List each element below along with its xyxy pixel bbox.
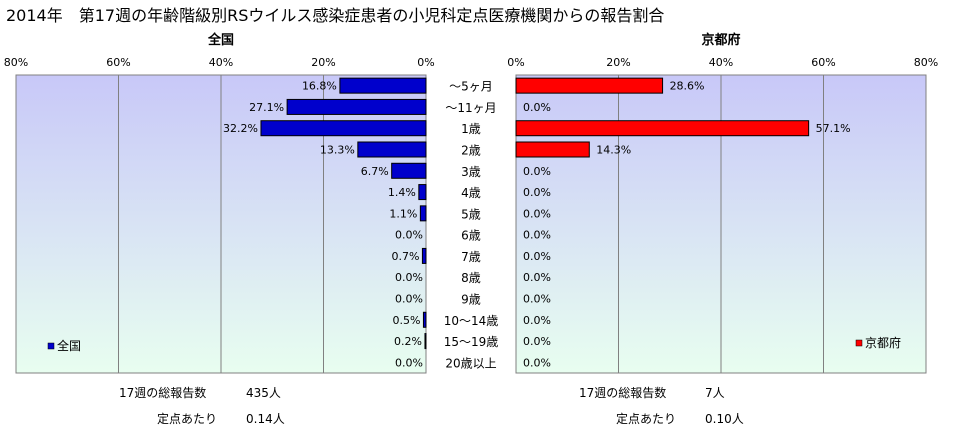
kyoto-bar <box>515 120 810 137</box>
national-data-label: 0.0% <box>395 229 423 242</box>
national-bar <box>260 120 427 137</box>
kyoto-data-label: 0.0% <box>523 271 551 284</box>
kyoto-data-label: 0.0% <box>523 101 551 114</box>
kyoto-data-label: 0.0% <box>523 250 551 263</box>
category-label: 9歳 <box>461 293 481 307</box>
kyoto-data-label: 0.0% <box>523 186 551 199</box>
kyoto-legend-label: 京都府 <box>865 335 901 350</box>
kyoto-data-label: 0.0% <box>523 207 551 220</box>
category-label: 15～19歳 <box>444 335 499 349</box>
national-bar <box>286 98 427 115</box>
kyoto-bar <box>515 141 590 158</box>
national-per-site-label: 定点あたり <box>157 412 218 426</box>
category-label: 6歳 <box>461 229 481 243</box>
kyoto-per-site-value: 0.10人 <box>705 412 744 426</box>
national-data-label: 1.4% <box>388 186 416 199</box>
national-bar <box>421 247 427 264</box>
national-data-label: 0.0% <box>395 293 423 306</box>
category-label: 2歳 <box>461 144 481 158</box>
national-per-site-value: 0.14人 <box>246 412 285 426</box>
national-data-label: 27.1% <box>249 101 284 114</box>
national-bar <box>424 333 427 350</box>
national-tick-label: 20% <box>311 56 335 69</box>
national-legend-label: 全国 <box>57 338 81 353</box>
national-data-label: 6.7% <box>361 165 389 178</box>
national-tick-label: 60% <box>106 56 130 69</box>
national-reports-value: 435人 <box>246 386 281 400</box>
kyoto-data-label: 0.0% <box>523 229 551 242</box>
kyoto-data-label: 14.3% <box>596 144 631 157</box>
category-label: 3歳 <box>461 165 481 179</box>
national-data-label: 0.0% <box>395 356 423 369</box>
kyoto-bar <box>515 77 664 94</box>
national-legend-swatch <box>47 342 55 350</box>
national-tick-label: 80% <box>4 56 28 69</box>
national-data-label: 0.5% <box>392 314 420 327</box>
category-label: 20歳以上 <box>445 356 496 370</box>
national-data-label: 13.3% <box>320 144 355 157</box>
kyoto-data-label: 0.0% <box>523 356 551 369</box>
national-bar <box>419 205 427 222</box>
national-data-label: 0.2% <box>394 335 422 348</box>
national-bar <box>357 141 427 158</box>
national-data-label: 0.0% <box>395 271 423 284</box>
kyoto-per-site-label: 定点あたり <box>616 412 677 426</box>
kyoto-data-label: 57.1% <box>816 122 851 135</box>
category-label: ～11ヶ月 <box>445 101 496 115</box>
kyoto-data-label: 0.0% <box>523 314 551 327</box>
national-tick-label: 40% <box>209 56 233 69</box>
category-label: 4歳 <box>461 186 481 200</box>
category-label: 7歳 <box>461 250 481 264</box>
kyoto-data-label: 28.6% <box>670 80 705 93</box>
category-label: 10～14歳 <box>444 314 499 328</box>
kyoto-tick-label: 0% <box>507 56 524 69</box>
kyoto-tick-label: 40% <box>709 56 733 69</box>
national-data-label: 32.2% <box>223 122 258 135</box>
national-reports-label: 17週の総報告数 <box>119 386 207 400</box>
national-bar <box>391 162 427 179</box>
national-bar <box>418 184 427 201</box>
kyoto-tick-label: 20% <box>606 56 630 69</box>
category-label: ～5ヶ月 <box>449 80 493 94</box>
category-label: 8歳 <box>461 271 481 285</box>
kyoto-data-label: 0.0% <box>523 335 551 348</box>
page-title: 2014年 第17週の年齢階級別RSウイルス感染症患者の小児科定点医療機関からの… <box>6 6 665 25</box>
category-label: 5歳 <box>461 207 481 221</box>
national-data-label: 1.1% <box>389 207 417 220</box>
kyoto-tick-label: 60% <box>811 56 835 69</box>
kyoto-reports-value: 7人 <box>705 386 725 400</box>
category-label: 1歳 <box>461 122 481 136</box>
national-bar <box>339 77 427 94</box>
national-data-label: 16.8% <box>302 80 337 93</box>
kyoto-data-label: 0.0% <box>523 293 551 306</box>
national-tick-label: 0% <box>417 56 434 69</box>
kyoto-tick-label: 80% <box>914 56 938 69</box>
national-panel-title: 全国 <box>207 32 234 48</box>
national-data-label: 0.7% <box>391 250 419 263</box>
kyoto-legend-swatch <box>855 339 863 347</box>
national-bar <box>422 311 427 328</box>
kyoto-data-label: 0.0% <box>523 165 551 178</box>
kyoto-panel-title: 京都府 <box>701 32 740 48</box>
kyoto-reports-label: 17週の総報告数 <box>579 386 667 400</box>
